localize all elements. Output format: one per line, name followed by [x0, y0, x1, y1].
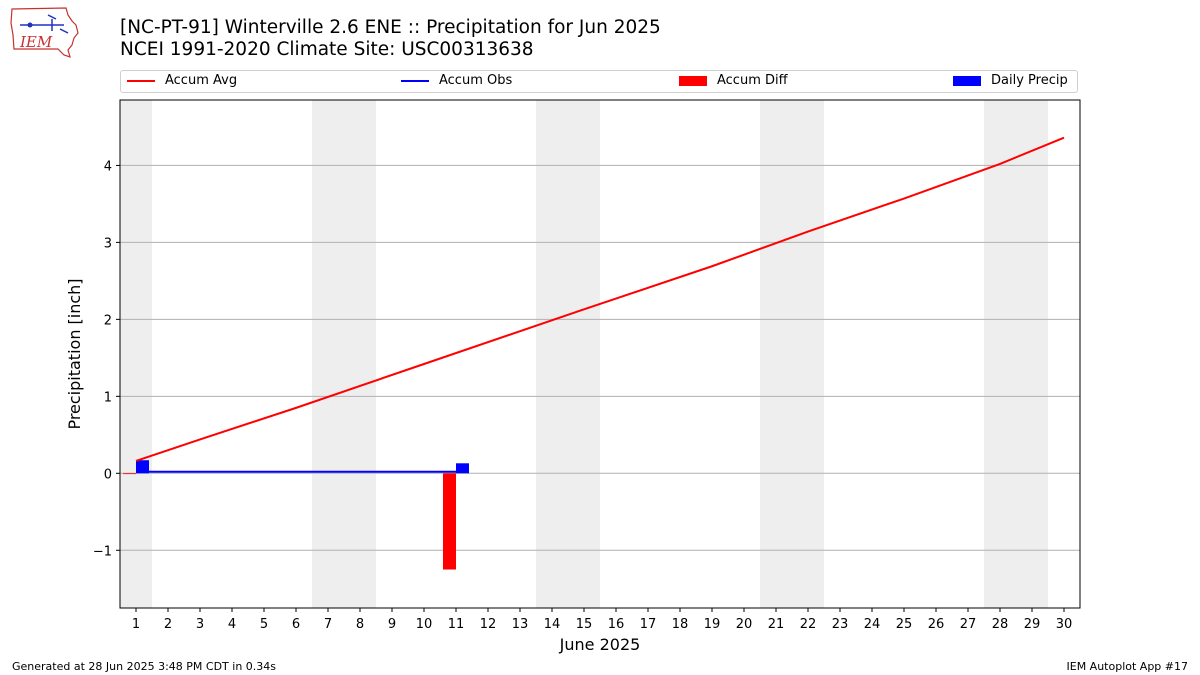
footer-app: IEM Autoplot App #17: [1066, 660, 1189, 673]
x-tick-label: 14: [544, 617, 561, 632]
bar-daily-precip-day-1: [136, 460, 149, 474]
iem-logo: IEM: [8, 5, 80, 60]
x-tick-label: 27: [960, 617, 977, 632]
x-tick-label: 15: [576, 617, 593, 632]
y-tick-label: −1: [93, 544, 112, 559]
bar-accum-diff-day-1: [123, 473, 136, 475]
weekend-shade-4: [984, 100, 1048, 608]
legend-swatch-accum-obs: [401, 79, 429, 82]
x-tick-label: 19: [704, 617, 721, 632]
x-tick-label: 11: [448, 617, 465, 632]
legend-label-accum-obs: Accum Obs: [439, 73, 513, 88]
legend-item-accum-obs: Accum Obs: [401, 73, 512, 91]
chart-title: [NC-PT-91] Winterville 2.6 ENE :: Precip…: [120, 17, 661, 38]
weekend-shade-0: [120, 100, 152, 608]
x-tick-label: 8: [356, 617, 364, 632]
chart-legend: Accum Avg Accum Obs Accum Diff Daily Pre…: [120, 70, 1078, 93]
legend-label-accum-avg: Accum Avg: [165, 73, 238, 88]
x-tick-label: 6: [292, 617, 300, 632]
plot-frame: [119, 99, 1081, 609]
legend-label-daily-precip: Daily Precip: [991, 73, 1068, 88]
legend-swatch-accum-avg: [127, 79, 155, 82]
x-tick-label: 9: [388, 617, 396, 632]
weekend-shade-3: [760, 100, 824, 608]
x-tick-label: 7: [324, 617, 332, 632]
x-tick-label: 2: [164, 617, 172, 632]
legend-item-accum-diff: Accum Diff: [679, 73, 788, 91]
iowa-map-icon: IEM: [10, 7, 79, 58]
x-tick-label: 4: [228, 617, 236, 632]
chart-subtitle: NCEI 1991-2020 Climate Site: USC00313638: [120, 39, 534, 60]
x-tick-label: 18: [672, 617, 689, 632]
y-tick-label: 0: [104, 467, 112, 482]
weekend-shade-2: [536, 100, 600, 608]
x-tick-label: 29: [1024, 617, 1041, 632]
legend-item-daily-precip: Daily Precip: [953, 73, 1068, 91]
y-tick-label: 1: [104, 390, 112, 405]
x-tick-label: 26: [928, 617, 945, 632]
footer-generated: Generated at 28 Jun 2025 3:48 PM CDT in …: [12, 660, 277, 673]
x-tick-label: 10: [416, 617, 433, 632]
logo-text: IEM: [19, 33, 53, 51]
bar-accum-diff-day-11: [443, 473, 456, 570]
y-axis-label: Precipitation [inch]: [65, 278, 84, 429]
y-tick-label: 3: [104, 236, 112, 251]
x-tick-label: 22: [800, 617, 817, 632]
x-tick-label: 21: [768, 617, 785, 632]
x-tick-label: 5: [260, 617, 268, 632]
legend-item-accum-avg: Accum Avg: [127, 73, 237, 91]
x-tick-label: 17: [640, 617, 657, 632]
x-axis-label: June 2025: [559, 635, 641, 654]
x-tick-label: 23: [832, 617, 849, 632]
x-tick-label: 12: [480, 617, 497, 632]
weekend-shade-1: [312, 100, 376, 608]
x-tick-label: 25: [896, 617, 913, 632]
legend-swatch-accum-diff: [679, 75, 707, 86]
legend-label-accum-diff: Accum Diff: [717, 73, 788, 88]
x-tick-label: 24: [864, 617, 881, 632]
x-tick-label: 1: [132, 617, 140, 632]
x-tick-label: 13: [512, 617, 529, 632]
legend-swatch-daily-precip: [953, 75, 981, 86]
x-tick-label: 28: [992, 617, 1009, 632]
x-tick-label: 3: [196, 617, 204, 632]
x-tick-label: 30: [1056, 617, 1073, 632]
bar-daily-precip-day-11: [456, 463, 469, 474]
y-tick-label: 4: [104, 159, 112, 174]
x-tick-label: 20: [736, 617, 753, 632]
line-accum-avg: [135, 136, 1065, 462]
x-tick-label: 16: [608, 617, 625, 632]
y-tick-label: 2: [104, 313, 112, 328]
